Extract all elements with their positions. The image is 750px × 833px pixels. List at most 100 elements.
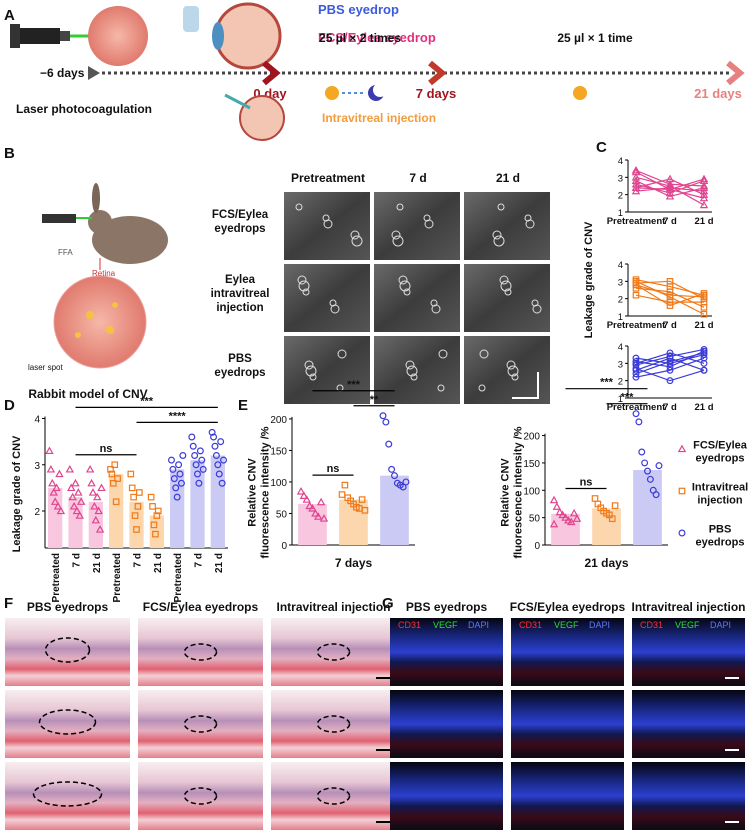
legend-pbs: PBS eyedrop xyxy=(318,2,399,17)
significance-label: *** xyxy=(621,392,635,404)
column-header: FCS/Eylea eyedrops xyxy=(510,600,626,614)
data-point xyxy=(172,484,180,492)
data-point xyxy=(170,475,178,483)
significance-label: *** xyxy=(140,395,154,407)
data-point xyxy=(215,470,223,478)
micrograph xyxy=(138,618,263,686)
stain-label: DAPI xyxy=(468,620,489,630)
x-tick-label: 21 d xyxy=(694,216,713,227)
y-tick-label: 100 xyxy=(270,478,287,489)
lesion xyxy=(405,360,415,370)
micrograph xyxy=(271,618,396,686)
data-point xyxy=(175,461,183,469)
data-point xyxy=(302,495,311,503)
lesion xyxy=(524,214,532,222)
bar xyxy=(633,470,662,545)
data-point xyxy=(632,281,640,289)
data-point xyxy=(153,512,161,519)
data-point xyxy=(208,428,216,436)
bar xyxy=(380,475,409,545)
lesion-outline xyxy=(316,787,351,805)
bar xyxy=(190,460,205,548)
data-point xyxy=(95,525,105,533)
data-point xyxy=(666,302,674,309)
sun-moon xyxy=(325,83,587,101)
micrograph xyxy=(511,690,624,758)
text-line: injection xyxy=(697,495,743,507)
data-point xyxy=(635,418,643,426)
y-tick-label: 1 xyxy=(618,312,623,323)
bar xyxy=(48,487,63,548)
stain-label: CD31 xyxy=(398,620,421,630)
micrograph xyxy=(632,618,745,686)
x-tick-label: Pretreatment xyxy=(607,402,666,413)
bar xyxy=(298,504,327,545)
text-line: FCS/Eylea xyxy=(212,209,269,221)
y-tick-label: 1 xyxy=(618,208,623,219)
data-point xyxy=(72,506,82,515)
y-tick-label: 50 xyxy=(276,509,288,520)
start-arrow xyxy=(88,66,100,80)
text-line: injection xyxy=(216,302,263,314)
lesion xyxy=(298,280,310,292)
stain-label: DAPI xyxy=(710,620,731,630)
dose-label: 25 µl × 2 times xyxy=(319,31,401,45)
lesion xyxy=(410,373,418,381)
data-point xyxy=(74,488,83,496)
significance-label: ** xyxy=(370,394,379,406)
data-point xyxy=(136,489,143,496)
significance-label: ns xyxy=(580,476,593,488)
micrograph xyxy=(5,690,130,758)
y-tick-label: 200 xyxy=(523,432,540,443)
data-point xyxy=(644,467,651,475)
x-tick-label: Pretreated xyxy=(51,553,62,602)
x-tick-label: 7 d xyxy=(72,553,83,567)
data-point xyxy=(338,491,346,498)
data-point xyxy=(71,478,80,487)
data-point xyxy=(632,278,640,285)
data-point xyxy=(217,438,225,446)
data-point xyxy=(561,513,570,521)
y-axis-label: Relative CNVfluorescence intensity /% xyxy=(247,426,272,558)
y-tick-label: 3 xyxy=(34,461,40,472)
data-point xyxy=(130,493,137,501)
ffa-image xyxy=(464,264,550,332)
significance-label: *** xyxy=(600,377,614,389)
lesion xyxy=(423,214,431,222)
data-point xyxy=(379,412,387,420)
injection-eye xyxy=(224,93,285,141)
legend-marker xyxy=(678,487,686,495)
panel-label: F xyxy=(4,595,13,612)
text-line: eyedrops xyxy=(696,537,745,549)
row-label: Eylea intravitreal injection xyxy=(211,274,270,314)
ffa-image xyxy=(374,192,460,260)
data-point xyxy=(296,486,306,495)
data-point xyxy=(76,497,86,505)
data-point xyxy=(133,526,140,533)
y-tick-label: 3 xyxy=(618,173,623,184)
data-point xyxy=(299,491,309,499)
data-point xyxy=(173,493,181,501)
line xyxy=(635,294,704,303)
legend-marker xyxy=(678,529,686,537)
data-point xyxy=(385,440,393,448)
data-point xyxy=(699,174,709,183)
legend-entry: PBS eyedrops xyxy=(696,524,745,549)
text-line: PBS xyxy=(709,524,732,536)
significance-label: *** xyxy=(347,379,361,391)
data-point xyxy=(391,472,398,480)
panel-label: C xyxy=(596,139,607,156)
stain-label: CD31 xyxy=(640,620,663,630)
data-point xyxy=(97,483,106,492)
data-point xyxy=(189,442,197,450)
data-point xyxy=(314,512,323,520)
data-point xyxy=(652,491,660,499)
legend-marker xyxy=(677,444,687,453)
data-point xyxy=(632,291,640,299)
micrograph xyxy=(5,618,130,686)
data-point xyxy=(569,508,579,517)
micrograph xyxy=(511,618,624,686)
data-point xyxy=(88,488,98,496)
data-point xyxy=(555,507,564,516)
